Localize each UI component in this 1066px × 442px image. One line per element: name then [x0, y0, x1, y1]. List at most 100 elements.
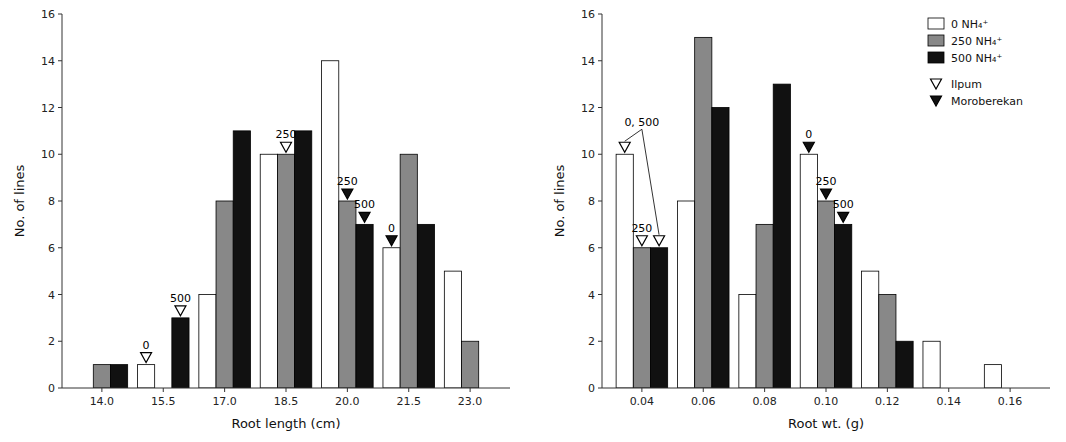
- y-tick-label: 2: [588, 335, 595, 348]
- y-tick: [598, 154, 602, 155]
- x-tick-label: 0.08: [752, 395, 777, 408]
- annotation-marker: [803, 142, 814, 152]
- y-tick-label: 2: [48, 335, 55, 348]
- y-tick-label: 8: [48, 195, 55, 208]
- y-tick-label: 4: [48, 289, 55, 302]
- y-tick-label: 4: [588, 289, 595, 302]
- annotation: 250: [276, 128, 297, 152]
- x-tick-label: 0.12: [875, 395, 900, 408]
- x-tick: [1010, 388, 1011, 392]
- x-tick: [408, 388, 409, 392]
- y-axis-label: No. of lines: [552, 164, 567, 237]
- annotation-text: 500: [833, 198, 854, 211]
- legend: 0 NH₄⁺250 NH₄⁺500 NH₄⁺IlpumMoroberekan: [928, 18, 1023, 108]
- figure: 024681012141614.015.517.018.520.021.523.…: [0, 0, 1066, 442]
- y-tick-label: 0: [588, 382, 595, 395]
- bar: [633, 248, 650, 388]
- annotation: 500: [354, 198, 375, 222]
- annotation-text: 0: [143, 339, 150, 352]
- annotation-marker: [838, 212, 849, 222]
- bar: [216, 201, 233, 388]
- y-tick-label: 12: [581, 102, 595, 115]
- x-tick: [826, 388, 827, 392]
- bar-chart: 02468101214160.040.060.080.100.120.140.1…: [552, 8, 1050, 431]
- bar: [400, 154, 417, 388]
- x-tick: [887, 388, 888, 392]
- annotation-text: 0: [805, 128, 812, 141]
- annotation-marker: [386, 236, 397, 246]
- annotation: 250: [337, 175, 358, 199]
- annotation-text: 250: [337, 175, 358, 188]
- x-tick-label: 0.14: [936, 395, 961, 408]
- x-tick: [641, 388, 642, 392]
- x-tick: [286, 388, 287, 392]
- y-tick-label: 0: [48, 382, 55, 395]
- x-tick-label: 18.5: [274, 395, 299, 408]
- x-tick: [101, 388, 102, 392]
- annotation-connector: [625, 129, 642, 141]
- bar: [616, 154, 633, 388]
- bar: [817, 201, 834, 388]
- annotation-marker: [281, 142, 292, 152]
- y-tick-label: 10: [41, 148, 55, 161]
- x-tick-label: 15.5: [151, 395, 176, 408]
- y-axis-label: No. of lines: [12, 164, 27, 237]
- legend-swatch: [928, 52, 944, 63]
- bar: [800, 154, 817, 388]
- annotation: 0: [803, 128, 814, 152]
- bar: [233, 131, 250, 388]
- bar: [462, 341, 479, 388]
- bars: [93, 61, 478, 388]
- y-tick: [598, 201, 602, 202]
- x-tick-label: 23.0: [458, 395, 483, 408]
- x-axis-label: Root wt. (g): [788, 416, 864, 431]
- y-tick-label: 10: [581, 148, 595, 161]
- x-tick: [347, 388, 348, 392]
- bar: [835, 224, 852, 388]
- annotation-text: 500: [354, 198, 375, 211]
- annotation: 250: [631, 222, 652, 246]
- x-tick: [470, 388, 471, 392]
- legend-label: Moroberekan: [951, 95, 1023, 108]
- y-tick: [58, 247, 62, 248]
- annotation-text: 250: [631, 222, 652, 235]
- y-tick-label: 6: [48, 242, 55, 255]
- annotation-connector: [642, 129, 659, 235]
- bar: [356, 224, 373, 388]
- x-tick-label: 21.5: [396, 395, 421, 408]
- bar: [417, 224, 434, 388]
- y-tick-label: 6: [588, 242, 595, 255]
- bar: [650, 248, 667, 388]
- y-tick: [58, 107, 62, 108]
- bar: [277, 154, 294, 388]
- bar-chart: 024681012141614.015.517.018.520.021.523.…: [12, 8, 510, 431]
- annotation-text: 250: [276, 128, 297, 141]
- y-tick: [58, 14, 62, 15]
- bar: [739, 295, 756, 389]
- y-tick-label: 16: [41, 8, 55, 21]
- bar: [110, 365, 127, 388]
- legend-swatch: [928, 35, 944, 46]
- annotation-marker: [821, 189, 832, 199]
- bar: [172, 318, 189, 388]
- annotation-marker: [342, 189, 353, 199]
- bar: [322, 61, 339, 388]
- bar: [695, 37, 712, 388]
- legend-marker: [931, 79, 942, 89]
- legend-label: 0 NH₄⁺: [951, 18, 988, 31]
- y-tick: [598, 107, 602, 108]
- y-tick: [598, 14, 602, 15]
- y-tick: [58, 154, 62, 155]
- x-tick-label: 0.16: [998, 395, 1023, 408]
- bars: [616, 37, 1001, 388]
- x-tick-label: 14.0: [90, 395, 115, 408]
- bar: [984, 365, 1001, 388]
- annotation-marker: [175, 306, 186, 316]
- bar: [93, 365, 110, 388]
- annotation: 0: [386, 222, 397, 246]
- annotation: 250: [816, 175, 837, 199]
- x-axis-label: Root length (cm): [231, 416, 340, 431]
- x-tick: [163, 388, 164, 392]
- bar: [923, 341, 940, 388]
- annotation-text: 500: [170, 292, 191, 305]
